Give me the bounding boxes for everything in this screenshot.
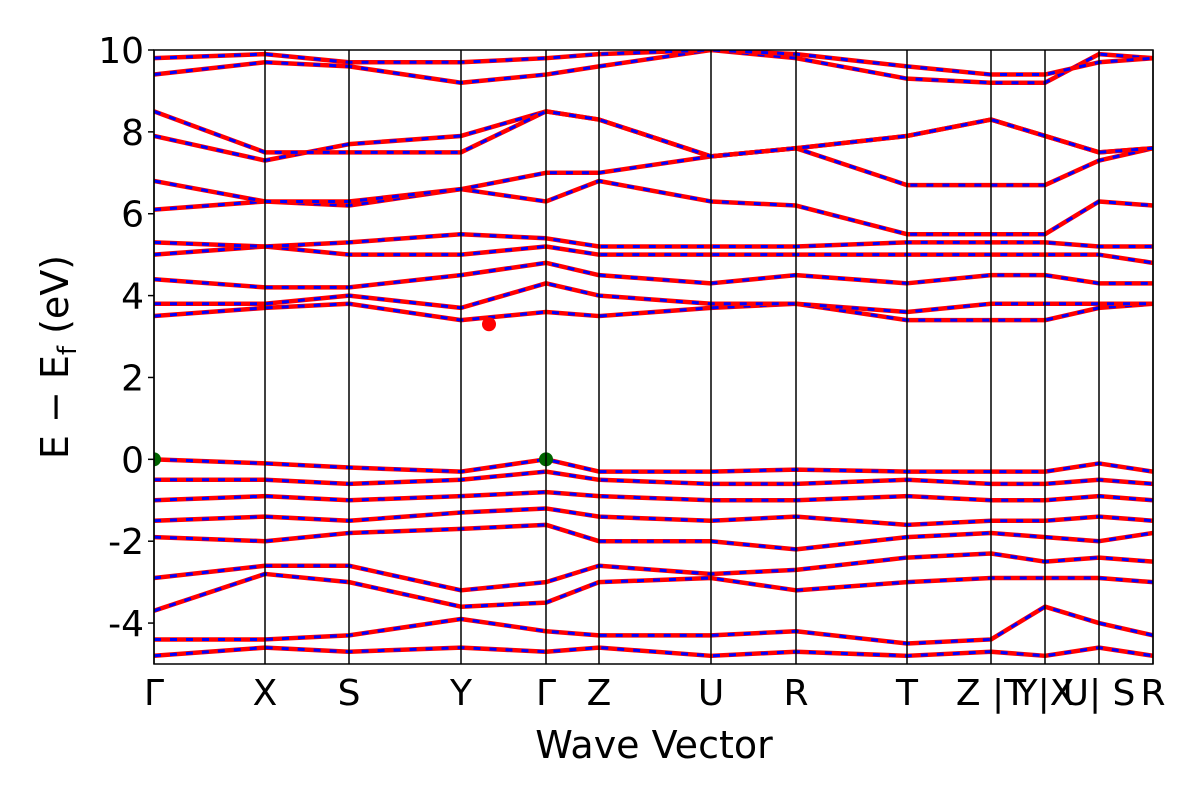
y-tick-label: 10 <box>98 31 144 72</box>
y-label-main: E − E <box>33 355 77 459</box>
x-tick-label: U <box>698 673 724 714</box>
plot-frame <box>153 49 1154 665</box>
x-axis-label: Wave Vector <box>535 723 773 767</box>
x-tick-label: S <box>338 673 361 714</box>
x-tick-label: X <box>253 673 278 714</box>
y-tick-label: 8 <box>121 113 144 154</box>
x-tick-label: Z |T <box>956 673 1027 714</box>
x-tick-label: Γ <box>144 673 164 714</box>
x-tick-label: Y|X <box>1015 673 1075 714</box>
x-tick-label: R <box>1140 673 1165 714</box>
x-tick-label: Γ <box>536 673 556 714</box>
extremum-marker <box>154 452 161 467</box>
extremum-marker <box>482 317 496 332</box>
y-label-unit: (eV) <box>33 255 77 346</box>
x-tick-label: T <box>895 673 919 714</box>
x-tick-label: U| S <box>1063 673 1136 714</box>
y-tick-label: 0 <box>121 440 144 481</box>
y-tick-label: -4 <box>108 604 144 645</box>
y-tick-label: -2 <box>108 522 144 563</box>
y-tick-label: 4 <box>121 277 144 318</box>
y-axis-label: E − Ef (eV) <box>33 255 83 459</box>
y-tick-label: 2 <box>121 358 144 399</box>
x-tick-label: Y <box>449 673 473 714</box>
y-tick-label: 6 <box>121 195 144 236</box>
x-tick-label: R <box>783 673 808 714</box>
y-label-sub: f <box>53 345 83 355</box>
x-tick-label: Z <box>587 673 612 714</box>
